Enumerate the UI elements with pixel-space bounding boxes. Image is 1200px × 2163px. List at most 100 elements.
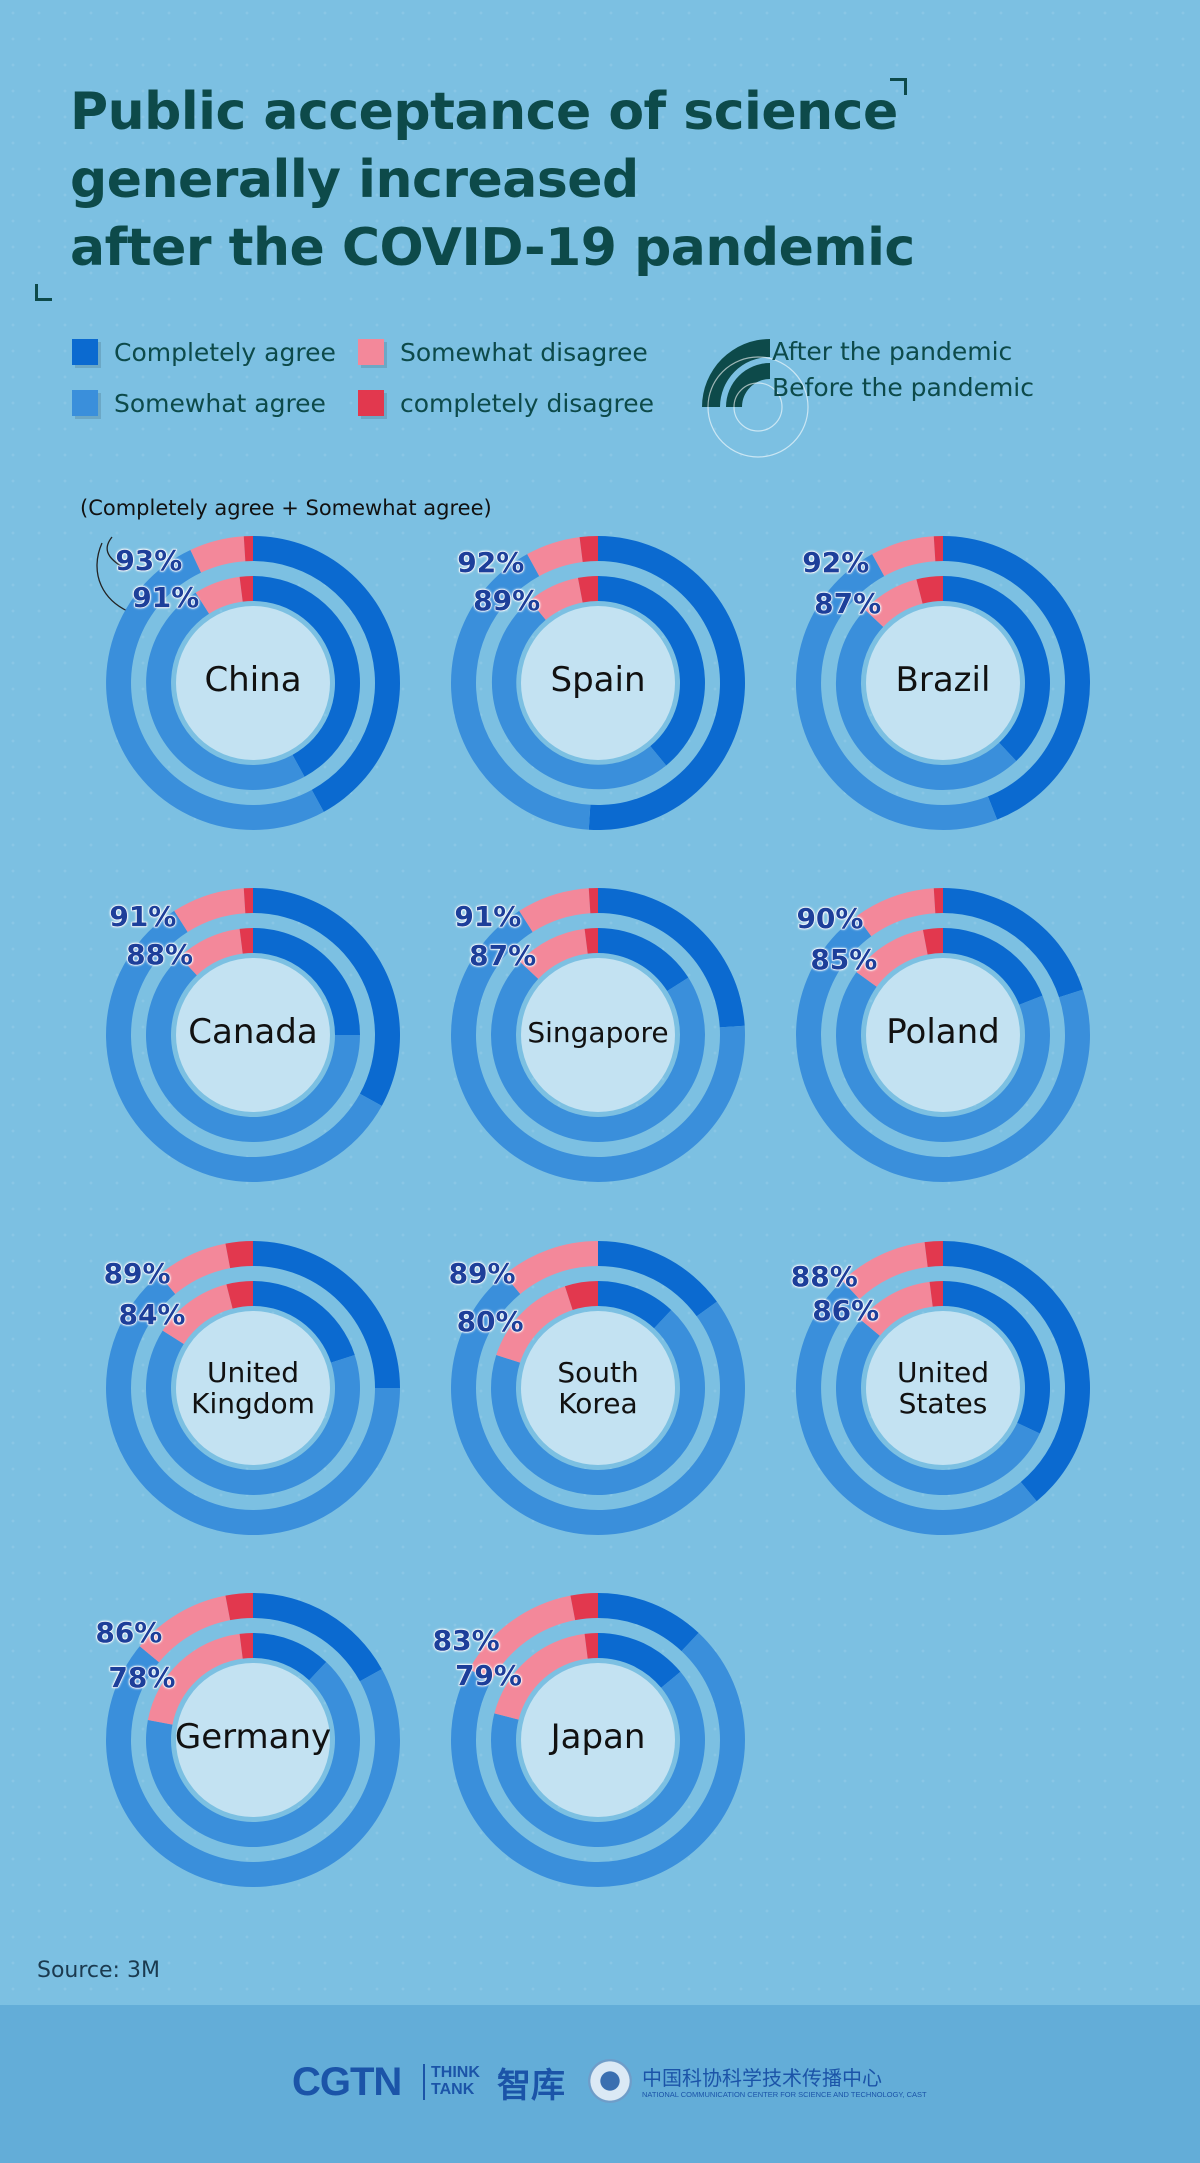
before-agree-percent-label: 87%	[469, 939, 537, 973]
outer-ring-segment-completely-agree	[588, 536, 745, 830]
country-label: South Korea	[557, 1356, 639, 1420]
outer-ring-segment-somewhat-disagree	[856, 888, 936, 937]
inner-ring-segment-completely-agree	[598, 1281, 672, 1329]
outer-ring-segment-somewhat-disagree	[159, 1243, 231, 1294]
before-agree-percent-label: 79%	[454, 1659, 522, 1693]
donut-rings	[796, 888, 1091, 1182]
donut-rings	[450, 1241, 745, 1535]
inner-ring-segment-somewhat-disagree	[496, 1286, 573, 1363]
outer-ring-segment-completely-agree	[253, 1241, 400, 1388]
donut-rings	[450, 888, 745, 1182]
donut-rings	[106, 888, 401, 1182]
inner-ring-segment-somewhat-disagree	[856, 929, 928, 987]
inner-ring-segment-completely-agree	[253, 576, 360, 777]
agree-sum-note: (Completely agree + Somewhat agree)	[80, 496, 492, 520]
legend-item-completely-disagree: completely disagree	[358, 386, 654, 420]
donut-chart-singapore: Singapore	[448, 885, 748, 1185]
outer-ring-segment-somewhat-disagree	[527, 537, 583, 577]
logo-separator	[423, 2064, 425, 2100]
think-tank-cn-logo: 智库	[497, 2066, 565, 2106]
legend-label: completely disagree	[400, 388, 654, 418]
inner-ring-segment-completely-disagree	[584, 928, 598, 954]
after-agree-percent-label: 91%	[109, 900, 177, 934]
ring-legend: After the pandemic Before the pandemic	[690, 335, 1034, 469]
outer-ring-segment-completely-agree	[943, 888, 1083, 998]
title-line: after the COVID-19 pandemic	[70, 218, 915, 278]
inner-ring-segment-somewhat-disagree	[162, 1284, 233, 1345]
legend-label: Completely agree	[114, 337, 336, 367]
corner-bracket-bottom-left	[35, 284, 52, 301]
ring-legend-outline	[733, 382, 783, 432]
inner-ring-segment-completely-disagree	[929, 1281, 943, 1307]
outer-ring-segment-completely-agree	[943, 1241, 1091, 1502]
inner-ring-segment-completely-disagree	[577, 576, 598, 603]
before-agree-percent-label: 89%	[473, 584, 541, 618]
inner-ring-segment-somewhat-agree	[835, 609, 1017, 791]
donut-chart-brazil: Brazil	[793, 533, 1093, 833]
inner-ring-segment-somewhat-disagree	[520, 928, 588, 979]
inner-ring-segment-completely-agree	[943, 928, 1043, 1005]
donut-chart-germany: Germany	[103, 1590, 403, 1890]
before-agree-percent-label: 84%	[118, 1297, 186, 1331]
inner-ring-segment-somewhat-disagree	[147, 1633, 243, 1725]
corner-bracket-top-right	[890, 78, 907, 95]
inner-ring-segment-completely-disagree	[226, 1281, 253, 1309]
ring-legend-after: After the pandemic	[772, 337, 1013, 366]
outer-ring-segment-completely-disagree	[570, 1593, 598, 1621]
before-agree-percent-label: 86%	[812, 1294, 880, 1328]
title-line: generally increased	[70, 150, 639, 210]
country-label: China	[204, 660, 302, 700]
donut-chart-south-korea: South Korea	[448, 1238, 748, 1538]
outer-ring-segment-completely-disagree	[243, 888, 253, 914]
outer-ring-segment-completely-disagree	[924, 1241, 943, 1267]
outer-ring-segment-somewhat-disagree	[519, 888, 591, 932]
donut-rings	[450, 1593, 745, 1887]
outer-ring-segment-completely-agree	[598, 1593, 699, 1652]
legend-label: Somewhat agree	[114, 388, 326, 418]
before-agree-percent-label: 80%	[456, 1305, 524, 1339]
ring-legend-before: Before the pandemic	[772, 373, 1034, 402]
country-label: Poland	[886, 1012, 1000, 1052]
donut-center	[176, 606, 330, 760]
inner-ring-segment-somewhat-agree	[490, 961, 705, 1143]
donut-rings	[106, 536, 401, 830]
country-label: United States	[897, 1356, 989, 1420]
inner-ring-segment-somewhat-agree	[146, 592, 305, 790]
donut-rings	[450, 536, 745, 830]
donut-chart-china: China	[103, 533, 403, 833]
outer-ring-segment-somewhat-disagree	[139, 1595, 231, 1663]
outer-ring-segment-somewhat-disagree	[842, 1242, 928, 1300]
country-label: Germany	[174, 1717, 332, 1757]
inner-ring-segment-completely-agree	[598, 576, 705, 766]
outer-ring-segment-somewhat-agree	[106, 549, 324, 830]
inner-ring-segment-somewhat-disagree	[195, 576, 243, 614]
donut-center	[521, 958, 675, 1112]
outer-ring-segment-somewhat-agree	[106, 1646, 401, 1887]
legend-swatch	[72, 339, 98, 365]
partner-name-cn: 中国科协科学技术传播中心	[642, 2066, 882, 2090]
legend-item-somewhat-agree: Somewhat agree	[72, 386, 326, 420]
inner-ring-segment-somewhat-agree	[146, 1662, 361, 1848]
donut-center	[521, 606, 675, 760]
before-agree-percent-label: 87%	[814, 587, 882, 621]
after-agree-percent-label: 92%	[457, 546, 525, 580]
inner-ring-segment-completely-agree	[253, 1281, 355, 1363]
after-agree-percent-label: 92%	[802, 546, 870, 580]
inner-ring-segment-somewhat-agree	[491, 1310, 706, 1496]
outer-ring-segment-completely-agree	[598, 888, 745, 1028]
donut-center	[866, 958, 1020, 1112]
inner-ring-segment-completely-disagree	[239, 576, 253, 602]
inner-ring-segment-somewhat-agree	[836, 972, 1051, 1143]
donut-chart-japan: Japan	[448, 1590, 748, 1890]
donut-chart-poland: Poland	[793, 885, 1093, 1185]
outer-ring-segment-somewhat-disagree	[174, 888, 246, 932]
donut-center	[176, 1663, 330, 1817]
inner-ring-segment-completely-agree	[253, 928, 360, 1035]
outer-ring-segment-completely-disagree	[225, 1241, 253, 1269]
ring-legend-outline	[707, 356, 809, 458]
partner-name-en: NATIONAL COMMUNICATION CENTER FOR SCIENC…	[642, 2090, 927, 2099]
inner-ring-segment-somewhat-agree	[145, 957, 360, 1142]
donut-chart-united-states: United States	[793, 1238, 1093, 1538]
outer-ring-segment-completely-agree	[253, 1593, 382, 1682]
donut-center	[521, 1663, 675, 1817]
